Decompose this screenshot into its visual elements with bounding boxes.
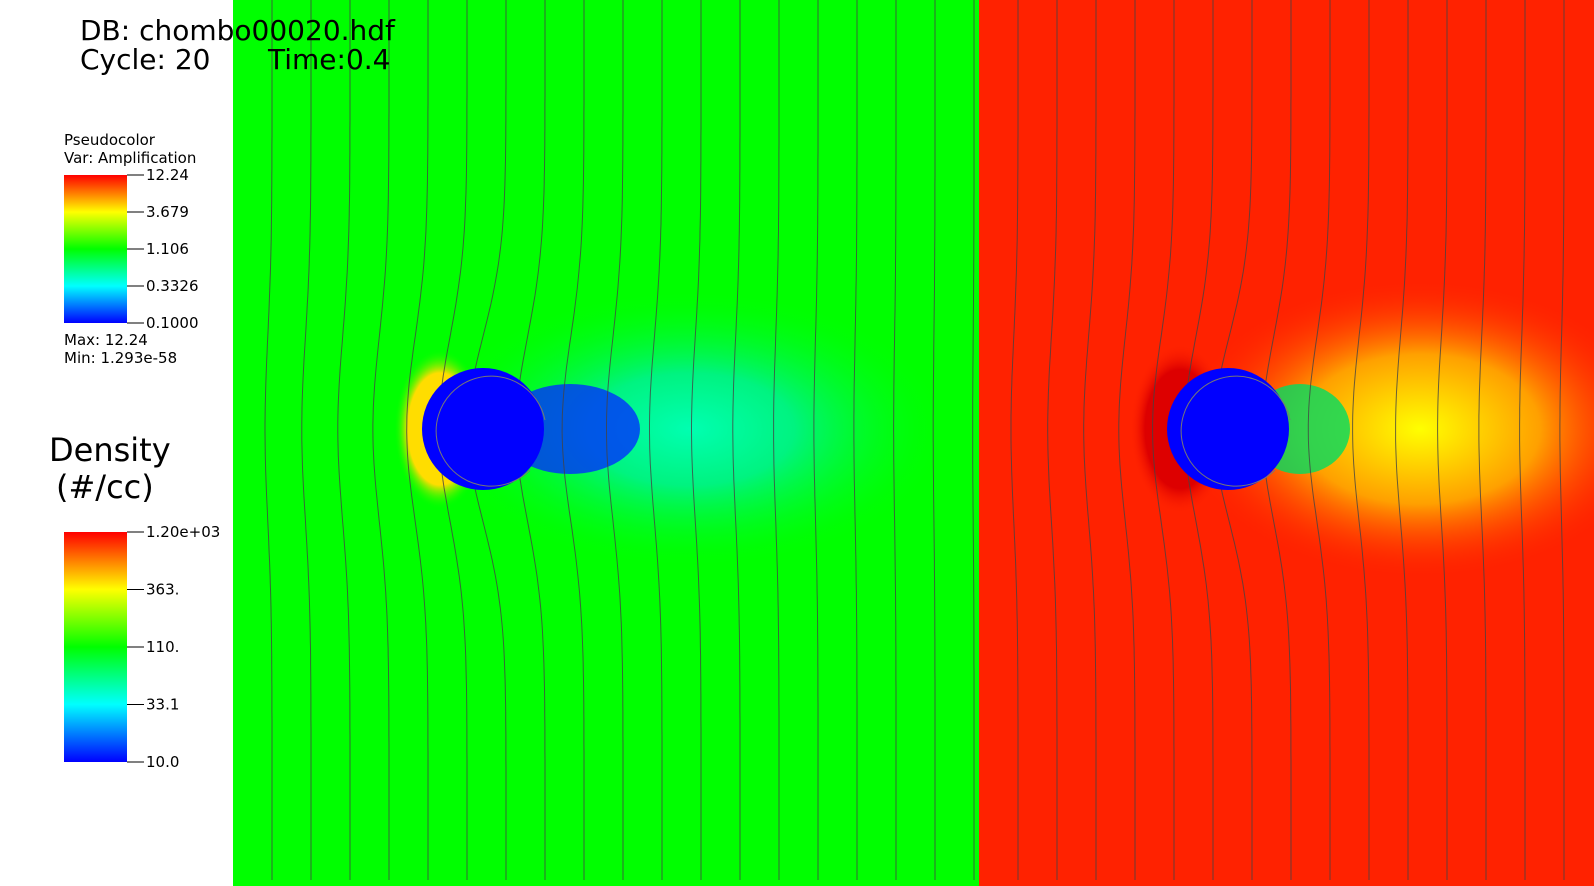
db-label: DB: chombo00020.hdf [80,14,396,47]
field-line [1118,0,1136,880]
field-line [893,0,897,880]
field-line [1559,0,1565,880]
field-line [372,0,390,880]
field-line [1478,0,1487,880]
field-line [853,0,858,880]
obstacle [1167,368,1289,490]
field-line [649,0,663,880]
field-line [932,0,936,880]
tick-label: 3.679 [146,203,189,221]
wake [430,289,950,569]
color-bar [64,175,127,323]
inner-line [435,375,546,487]
field-line [691,0,702,880]
field-line [301,0,312,880]
obstacle [422,368,544,490]
legend-plot: Pseudocolor [64,131,156,149]
legend-units: (#/cc) [56,468,154,506]
field-line [606,0,624,880]
field-lines [264,0,1565,880]
legend-ticks: 1.20e+03 363. 110. 33.1 10.0 [127,523,220,771]
field-line [1519,0,1526,880]
color-bar [64,532,127,762]
wake [1180,279,1594,579]
field-line [337,0,351,880]
tick-label: 12.24 [146,166,189,184]
field-line [773,0,780,880]
tick-label: 0.1000 [146,314,199,332]
field-line [1152,0,1175,880]
legend-title: Density [49,431,171,469]
tick-label: 1.106 [146,240,189,258]
field-line [1083,0,1097,880]
legend-max: Max: 12.24 [64,331,148,349]
legend-min: Min: 1.293e-58 [64,349,177,367]
field-line [1010,0,1019,880]
field-line [1437,0,1448,880]
tick-label: 1.20e+03 [146,523,220,541]
field-line [732,0,741,880]
field-line [1047,0,1058,880]
field-line [972,0,975,880]
tick-label: 10.0 [146,753,179,771]
field-line [264,0,273,880]
field-line [1352,0,1370,880]
field-line [813,0,819,880]
field-line [1395,0,1409,880]
tick-label: 363. [146,581,179,599]
tick-label: 110. [146,638,179,656]
field-line [406,0,429,880]
inner-line [1180,375,1291,487]
field-line [1307,0,1331,880]
tick-label: 33.1 [146,696,179,714]
tick-label: 0.3326 [146,277,199,295]
time-label: Time:0.4 [267,43,391,76]
cycle-label: Cycle: 20 [80,43,210,76]
legend-ticks: 12.24 3.679 1.106 0.3326 0.1000 [127,166,199,332]
legend-var: Var: Amplification [64,149,196,167]
field-line [561,0,585,880]
